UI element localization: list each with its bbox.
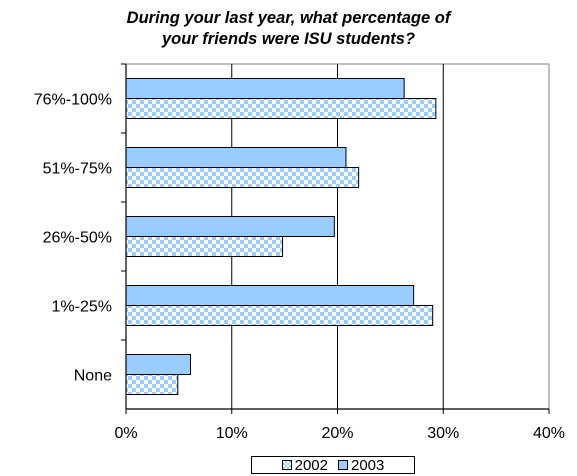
legend-label-2003: 2003 <box>351 456 385 474</box>
legend-swatch-2003 <box>338 460 348 470</box>
x-tick-label-1: 10% <box>216 425 248 442</box>
x-tick-label-4: 40% <box>533 425 565 442</box>
x-tick-label-3: 30% <box>427 425 459 442</box>
bar-2003-3 <box>125 285 415 306</box>
x-tick-label-0: 0% <box>114 425 137 442</box>
bar-2002-0 <box>125 98 437 119</box>
bar-2003-1 <box>125 147 347 168</box>
y-tick-label-3: 1%-25% <box>52 299 112 316</box>
bar-2002-1 <box>125 167 360 188</box>
chart-title-line-1: During your last year, what percentage o… <box>126 9 451 27</box>
y-tick-label-4: None <box>74 368 112 385</box>
y-tick-label-0: 76%-100% <box>34 92 112 109</box>
bar-2003-2 <box>125 216 335 237</box>
chart-legend: 2002 2003 <box>251 456 415 474</box>
legend-swatch-2002 <box>281 460 292 470</box>
bar-2002-3 <box>125 305 434 326</box>
x-tick-label-2: 20% <box>321 425 353 442</box>
chart-title-line-2: your friends were ISU students? <box>161 30 416 48</box>
bar-2003-0 <box>125 78 405 99</box>
bar-2002-4 <box>125 374 179 395</box>
legend-item-2002: 2002 <box>281 456 328 474</box>
y-tick-label-1: 51%-75% <box>43 161 112 178</box>
bar-2002-2 <box>125 236 284 257</box>
legend-item-2003: 2003 <box>338 457 384 474</box>
legend-label-2002: 2002 <box>294 456 328 474</box>
bar-2003-4 <box>125 354 192 375</box>
y-tick-label-2: 26%-50% <box>43 230 112 247</box>
chart-title: During your last year, what percentage o… <box>0 8 577 50</box>
